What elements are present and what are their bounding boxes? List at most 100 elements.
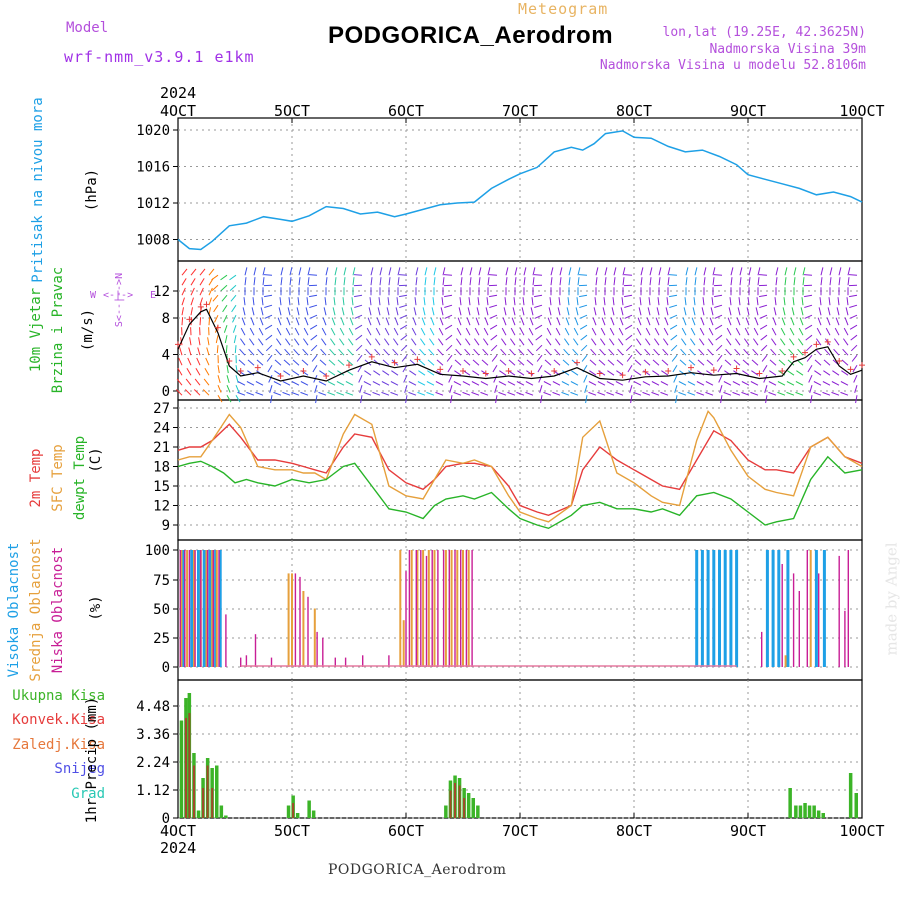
wind-arrow [237, 391, 246, 396]
wind-arrow [482, 338, 489, 346]
cloud-mid-bar [313, 608, 316, 667]
wind-arrow [536, 354, 543, 362]
wind-arrow [594, 297, 597, 306]
cloud-low-bar [425, 555, 428, 667]
wind-arrow [635, 348, 642, 356]
wind-arrow [435, 381, 444, 386]
wind-arrow [669, 314, 678, 319]
wind-arrow [226, 385, 231, 393]
wind-arrow [323, 307, 327, 316]
wind-arrow [732, 381, 741, 386]
wind-arrow [517, 359, 525, 366]
cloud-low-bar [847, 550, 849, 667]
wind-arrow [391, 370, 399, 376]
wind-arrow [633, 391, 642, 396]
wind-arrow [647, 307, 651, 316]
cloud-mid-bar [784, 655, 787, 667]
cloud-low-bar [420, 550, 422, 667]
wind-arrow [613, 277, 616, 286]
wind-arrow [579, 304, 588, 308]
wind-arrow [527, 348, 534, 356]
y-tick-label: 9 [162, 518, 170, 534]
model-name: wrf-nmm_v3.9.1 e1km [64, 48, 255, 66]
wind-arrow [375, 327, 381, 336]
wind-arrow [339, 327, 345, 336]
wind-arrow [194, 378, 201, 386]
wind-arrow [660, 381, 669, 386]
wind-arrow [480, 391, 489, 396]
precip-conv-bar [454, 783, 456, 818]
wind-arrow [291, 391, 300, 396]
wind-arrow [190, 297, 194, 306]
wind-arrow [309, 314, 318, 319]
gust-marker [813, 341, 820, 348]
wind-arrow [836, 307, 840, 316]
wind-arrow [303, 327, 309, 336]
wind-arrow [544, 370, 552, 376]
wind-arrow [235, 385, 240, 393]
wind-speed-line [177, 308, 863, 382]
wind-arrow [831, 381, 840, 386]
wind-arrow [292, 359, 300, 366]
wind-arrow [292, 370, 300, 376]
gust-marker [391, 359, 398, 366]
wind-arrow [318, 381, 327, 386]
wind-label: 10m Vjetar [28, 288, 44, 372]
gust-marker [756, 370, 763, 377]
wind-arrow [420, 327, 426, 336]
wind-arrow [844, 317, 849, 326]
wind-arrow [585, 395, 588, 404]
precip-conv-bar [292, 803, 295, 818]
wind-arrow [474, 327, 480, 336]
gust-marker [779, 368, 786, 374]
cloud-high-bar [695, 550, 699, 667]
meteogram-title: Meteogram [518, 0, 609, 18]
compass-west: W [90, 290, 97, 301]
wind-arrow [512, 307, 516, 316]
wind-arrow [833, 338, 840, 346]
wind-arrow [422, 307, 426, 316]
cloud-low-bar [431, 550, 433, 667]
cloud-low-bar [225, 614, 227, 667]
cloud-low-bar [270, 657, 273, 667]
wind-arrow [256, 359, 264, 366]
wind-arrow [841, 370, 849, 376]
wind-arrow [803, 274, 813, 276]
precip-total-bar [848, 773, 853, 818]
wind-arrow [729, 297, 732, 306]
wind-arrow [644, 338, 651, 346]
wind-arrow [568, 277, 571, 286]
wind-arrow [651, 381, 660, 386]
wind-arrow [251, 307, 255, 316]
wind-arrow [687, 391, 696, 396]
wind-arrow [246, 391, 255, 396]
wind-arrow [409, 370, 417, 376]
wind-arrow [372, 381, 381, 386]
wind-arrow [411, 327, 417, 336]
wind-arrow [622, 277, 625, 286]
wind-arrow [678, 391, 687, 396]
cloud-mid-bar [809, 550, 812, 667]
wind-arrow [589, 359, 597, 366]
precip-conv-bar [458, 785, 461, 818]
wind-arrow [535, 344, 543, 352]
wind-arrow [725, 338, 732, 346]
wind-arrow [427, 359, 435, 366]
panel-frame-3 [177, 539, 863, 681]
cloud-high-bar [723, 550, 727, 667]
wind-arrow [445, 334, 453, 341]
wind-arrow [621, 297, 624, 306]
wind-arrow [728, 307, 732, 316]
wind-arrow [261, 297, 264, 306]
wind-arrow [482, 348, 489, 356]
wind-arrow [328, 370, 336, 376]
precip-conv-bar [449, 790, 452, 818]
wind-arrow [338, 338, 345, 346]
wind-arrow [442, 277, 445, 286]
wind-arrow [793, 277, 796, 286]
wind-arrow [516, 381, 525, 386]
wind-arrow [680, 338, 687, 346]
wind-arrow [364, 359, 372, 366]
wind-arrow [680, 348, 687, 356]
wind-arrow [601, 317, 606, 326]
